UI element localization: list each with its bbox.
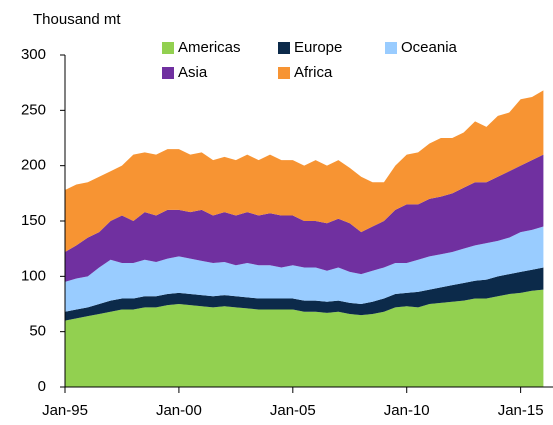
x-tick-label: Jan-00: [156, 402, 202, 419]
y-tick-label: 250: [21, 101, 46, 118]
legend-swatch: [278, 42, 290, 54]
legend-label: Oceania: [401, 39, 458, 56]
area: [65, 267, 544, 321]
area: [65, 289, 544, 387]
area: [65, 226, 544, 312]
area: [65, 154, 544, 282]
y-tick-label: 0: [38, 378, 46, 395]
y-axis-label: Thousand mt: [33, 11, 121, 28]
x-tick-label: Jan-05: [270, 402, 316, 419]
legend-label: Asia: [178, 64, 208, 81]
area: [65, 90, 544, 252]
legend-swatch: [278, 67, 290, 79]
legend-swatch: [162, 67, 174, 79]
legend-label: Africa: [294, 64, 333, 81]
y-tick-label: 50: [29, 323, 46, 340]
y-tick-label: 100: [21, 267, 46, 284]
legend-swatch: [385, 42, 397, 54]
legend-label: Europe: [294, 39, 342, 56]
y-tick-label: 200: [21, 157, 46, 174]
y-tick-label: 150: [21, 212, 46, 229]
legend-label: Americas: [178, 39, 241, 56]
x-tick-label: Jan-95: [42, 402, 88, 419]
legend-swatch: [162, 42, 174, 54]
x-tick-label: Jan-15: [498, 402, 544, 419]
y-tick-label: 300: [21, 46, 46, 63]
x-tick-label: Jan-10: [384, 402, 430, 419]
